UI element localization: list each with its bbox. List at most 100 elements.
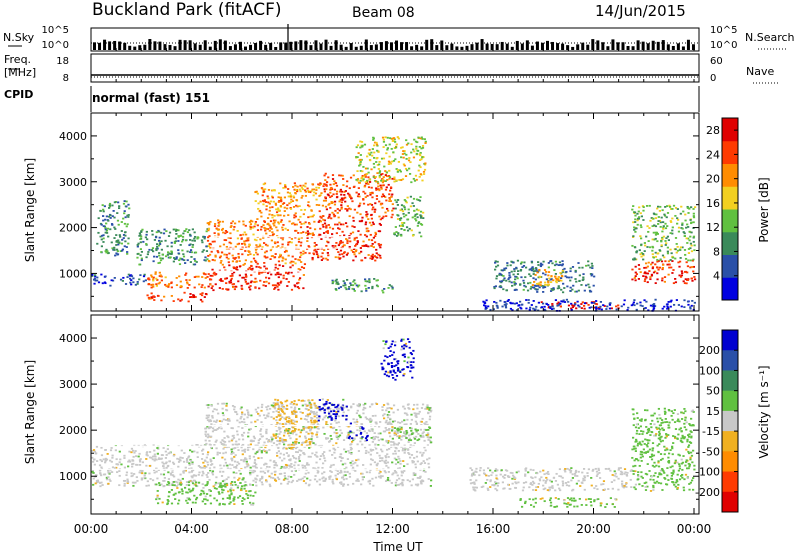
power-cell	[140, 257, 143, 260]
noise-bar	[304, 40, 308, 50]
power-cell	[660, 240, 663, 243]
velocity-cell	[135, 455, 138, 458]
power-cell	[575, 290, 578, 293]
power-cell	[301, 188, 304, 191]
velocity-cell	[393, 469, 397, 472]
velocity-cell	[417, 483, 420, 486]
power-cell	[408, 172, 412, 175]
velocity-cell	[323, 457, 326, 460]
noise-bar	[93, 42, 96, 50]
power-cell	[671, 260, 674, 262]
velocity-cell	[119, 458, 122, 461]
power-cell	[645, 300, 648, 303]
velocity-cell	[247, 444, 250, 447]
power-cell	[282, 202, 286, 205]
velocity-cell	[216, 427, 219, 430]
velocity-cell	[393, 442, 396, 445]
power-cell	[221, 263, 224, 266]
power-cell	[249, 288, 252, 291]
velocity-cell	[207, 472, 210, 474]
power-cell	[340, 201, 343, 204]
velocity-cell	[277, 405, 281, 407]
power-cell	[271, 231, 274, 234]
power-cell	[191, 239, 194, 242]
velocity-cell	[396, 435, 399, 438]
velocity-cell	[417, 433, 420, 435]
power-cell	[532, 268, 535, 271]
velocity-cell	[368, 444, 371, 447]
power-cell	[181, 235, 185, 238]
power-cell	[323, 174, 326, 177]
power-cell	[532, 300, 535, 302]
power-cell	[335, 281, 338, 284]
power-cell	[155, 231, 158, 234]
power-cell	[355, 178, 358, 181]
power-cell	[101, 204, 104, 207]
velocity-cell	[396, 362, 400, 365]
velocity-cell	[394, 450, 397, 453]
velocity-cell	[155, 467, 158, 470]
power-cell	[113, 246, 116, 249]
power-cell	[295, 229, 298, 232]
velocity-cell	[282, 425, 285, 428]
power-cell	[164, 276, 167, 279]
power-cell	[420, 136, 423, 139]
velocity-cell	[241, 438, 245, 441]
power-cell	[377, 185, 380, 188]
power-cell	[281, 238, 284, 241]
velocity-cell	[429, 439, 432, 442]
velocity-cell	[138, 463, 142, 466]
power-cell	[337, 227, 340, 230]
power-cell	[277, 201, 280, 203]
power-cell	[200, 239, 204, 242]
power-cell	[340, 206, 343, 209]
power-cell	[333, 203, 337, 206]
velocity-cell	[274, 479, 278, 482]
power-cell	[367, 171, 370, 174]
power-cell	[364, 280, 367, 283]
power-cell	[319, 233, 322, 236]
power-cell	[107, 219, 110, 222]
velocity-cell	[386, 423, 389, 426]
power-cell	[422, 170, 426, 173]
power-cell	[332, 280, 335, 283]
power-cell	[389, 200, 392, 202]
power-cell	[382, 184, 385, 187]
power-cell	[104, 227, 107, 229]
power-cell	[221, 220, 224, 223]
power-cell	[280, 220, 283, 223]
power-cell	[681, 227, 684, 230]
power-cell	[184, 230, 187, 232]
power-cell	[193, 263, 197, 266]
power-cell	[493, 268, 497, 271]
velocity-cell	[285, 452, 289, 454]
power-cell	[221, 227, 224, 230]
velocity-cell	[388, 421, 391, 424]
power-cell	[223, 253, 226, 256]
power-cell	[651, 225, 654, 228]
velocity-cell	[275, 416, 278, 418]
velocity-cell	[231, 443, 234, 446]
velocity-cell	[337, 435, 340, 438]
velocity-cell	[371, 459, 374, 462]
power-cell	[348, 187, 351, 190]
power-cell	[413, 150, 416, 153]
velocity-cell	[377, 432, 380, 435]
velocity-cell	[123, 454, 126, 457]
noise-bar	[556, 43, 560, 50]
power-cell	[403, 152, 406, 155]
power-cell	[366, 167, 369, 170]
power-cell	[136, 281, 139, 283]
power-cell	[591, 265, 594, 267]
velocity-cell	[283, 478, 286, 481]
velocity-cell	[364, 407, 367, 410]
velocity-cell	[240, 433, 244, 436]
velocity-cell	[422, 451, 425, 454]
velocity-cell	[361, 427, 364, 429]
power-cell	[346, 239, 349, 242]
power-cell	[379, 243, 383, 246]
power-cell	[556, 279, 559, 281]
power-cell	[374, 208, 377, 211]
power-cell	[275, 208, 278, 211]
velocity-cell	[92, 449, 96, 451]
